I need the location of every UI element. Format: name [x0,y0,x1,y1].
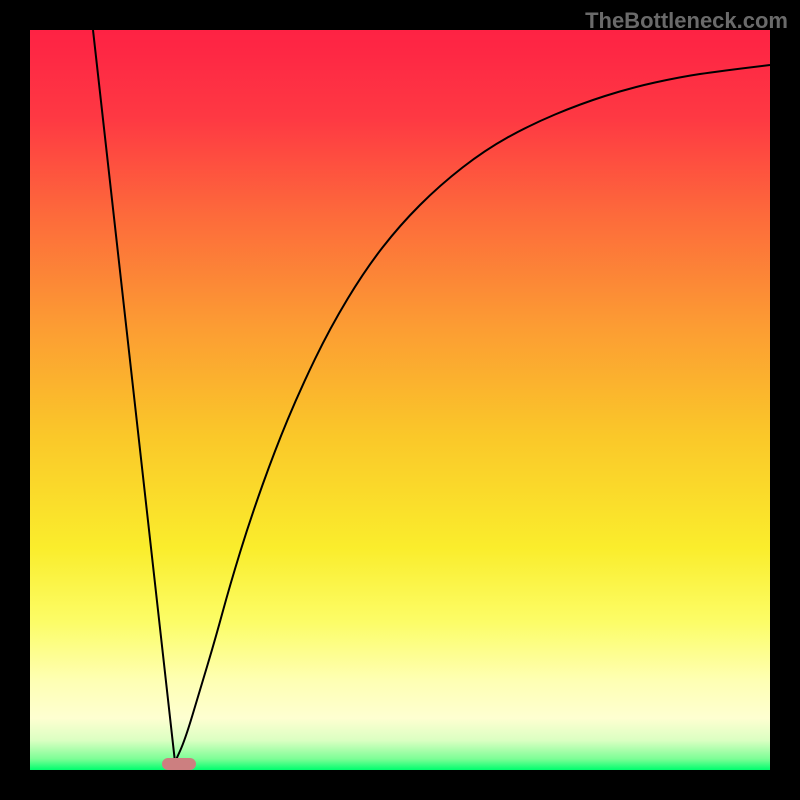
chart-container: TheBottleneck.com [0,0,800,800]
bottleneck-chart [0,0,800,800]
watermark-text: TheBottleneck.com [585,8,788,34]
plot-area [30,30,770,770]
optimal-marker [162,758,196,770]
